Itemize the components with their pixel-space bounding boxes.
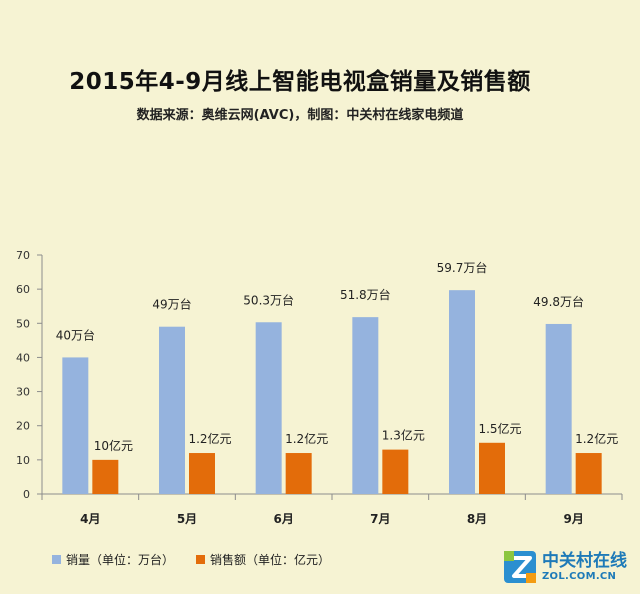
x-tick-label: 6月 — [273, 512, 293, 526]
y-tick-label: 70 — [16, 249, 30, 262]
bar-sales-volume — [352, 317, 379, 494]
y-tick-label: 40 — [16, 351, 30, 364]
bar-sales-volume — [62, 357, 89, 494]
y-tick-label: 20 — [16, 420, 30, 433]
legend-swatch — [52, 555, 61, 564]
data-label-sales-volume: 40万台 — [56, 327, 95, 342]
y-tick-label: 60 — [16, 283, 30, 296]
x-tick-label: 9月 — [563, 512, 583, 526]
x-tick-label: 7月 — [370, 512, 390, 526]
y-tick-label: 30 — [16, 386, 30, 399]
data-label-sales-volume: 59.7万台 — [437, 260, 488, 275]
data-label-sales-volume: 49万台 — [152, 297, 191, 312]
chart-subtitle: 数据来源：奥维云网(AVC)，制图：中关村在线家电频道 — [136, 108, 464, 123]
x-tick-label: 5月 — [177, 512, 197, 526]
x-tick-label: 8月 — [467, 512, 487, 526]
bar-sales-amount — [382, 449, 409, 494]
legend-label: 销量（单位：万台） — [66, 553, 175, 567]
logo-brand-cn: 中关村在线 — [542, 550, 627, 571]
legend-swatch — [196, 555, 205, 564]
zol-logo-icon — [502, 549, 538, 585]
data-label-sales-amount: 10亿元 — [94, 438, 133, 453]
data-label-sales-amount: 1.3亿元 — [382, 428, 425, 443]
y-tick-label: 10 — [16, 454, 30, 467]
legend-label: 销售额（单位：亿元） — [210, 553, 331, 567]
legend-item-sales-volume: 销量（单位：万台） — [52, 551, 174, 568]
legend-item-sales-amount: 销售额（单位：亿元） — [196, 551, 330, 568]
bar-sales-amount — [285, 453, 312, 494]
data-label-sales-amount: 1.5亿元 — [478, 421, 521, 436]
y-tick-label: 50 — [16, 317, 30, 330]
bar-sales-volume — [545, 323, 572, 494]
bar-sales-volume — [449, 290, 475, 494]
x-tick-label: 4月 — [80, 512, 100, 526]
data-label-sales-volume: 49.8万台 — [533, 294, 584, 309]
bar-sales-amount — [479, 442, 505, 494]
data-label-sales-volume: 50.3万台 — [243, 292, 294, 307]
chart-title: 2015年4-9月线上智能电视盒销量及销售额 — [69, 69, 531, 95]
bar-sales-volume — [255, 322, 282, 494]
data-label-sales-amount: 1.2亿元 — [188, 431, 231, 446]
y-tick-label: 0 — [23, 488, 30, 501]
data-label-sales-volume: 51.8万台 — [340, 287, 391, 302]
bar-sales-amount — [92, 459, 119, 494]
logo-brand-en: ZOL.COM.CN — [542, 570, 617, 582]
data-label-sales-amount: 1.2亿元 — [285, 431, 328, 446]
data-label-sales-amount: 1.2亿元 — [575, 431, 618, 446]
zol-logo: 中关村在线 ZOL.COM.CN — [502, 546, 636, 588]
bar-sales-amount — [189, 453, 215, 494]
bar-sales-volume — [159, 326, 185, 494]
bar-sales-amount — [575, 453, 602, 494]
